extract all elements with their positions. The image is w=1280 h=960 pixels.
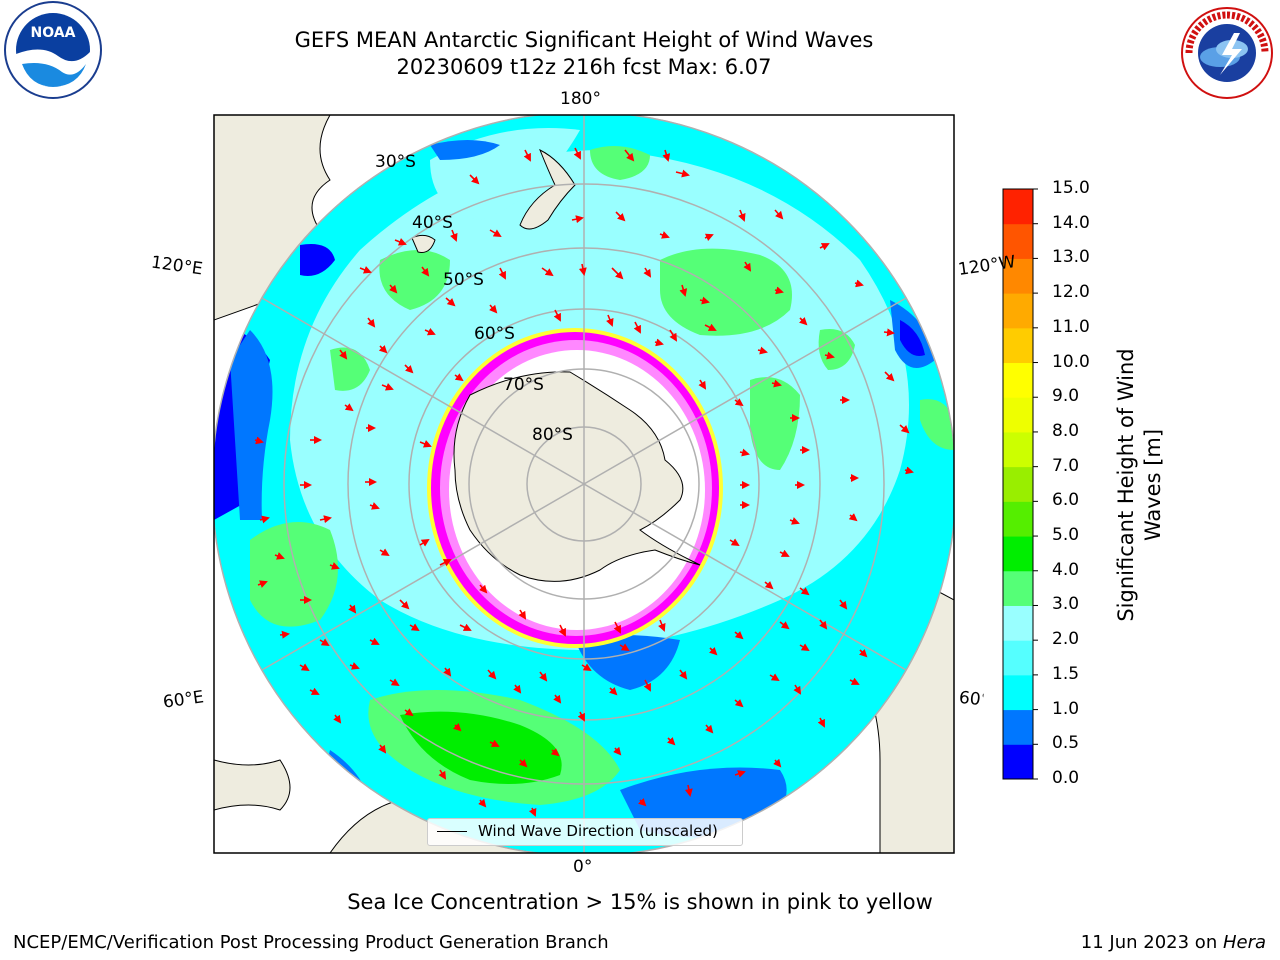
colorbar-tick-label: 6.0 <box>1052 490 1080 511</box>
colorbar-tick-label: 10.0 <box>1052 351 1090 372</box>
colorbar-tick-label: 14.0 <box>1052 212 1090 233</box>
footer-host: Hera <box>1222 932 1266 953</box>
colorbar-band <box>1003 709 1033 745</box>
colorbar-band <box>1003 293 1033 329</box>
colorbar-frame <box>1002 188 1034 780</box>
map-title: GEFS MEAN Antarctic Significant Height o… <box>294 28 874 52</box>
colorbar-band <box>1003 640 1033 676</box>
colorbar-band <box>1003 605 1033 641</box>
lat-label-60s: 60°S <box>474 324 515 344</box>
colorbar-band <box>1003 466 1033 502</box>
colorbar-band <box>1003 397 1033 433</box>
colorbar-tick-label: 11.0 <box>1052 316 1090 337</box>
new-zealand-outline <box>519 148 576 230</box>
colorbar-band <box>1003 223 1033 259</box>
lon-label-0: 0° <box>573 857 593 877</box>
noaa-logo: NOAA <box>4 1 102 99</box>
lat-label-80s: 80°S <box>532 425 573 445</box>
map-subtitle: 20230609 t12z 216h fcst Max: 6.07 <box>396 55 772 79</box>
colorbar-tick-label: 1.0 <box>1052 698 1080 719</box>
nws-logo <box>1181 7 1273 99</box>
colorbar-tick-label: 0.0 <box>1052 768 1080 788</box>
colorbar-band <box>1003 744 1033 780</box>
colorbar-tick-label: 15.0 <box>1052 178 1090 198</box>
colorbar-tick-label: 4.0 <box>1052 559 1080 580</box>
tasmania-outline <box>411 234 436 253</box>
footer-credit: NCEP/EMC/Verification Post Processing Pr… <box>13 932 609 953</box>
colorbar-band <box>1003 258 1033 294</box>
footer-date: 11 Jun 2023 on Hera <box>1081 932 1266 953</box>
colorbar-tick-label: 12.0 <box>1052 282 1090 303</box>
colorbar-band <box>1003 536 1033 572</box>
footer-date-text: 11 Jun 2023 on <box>1080 932 1223 953</box>
antarctica-landmass <box>453 371 701 582</box>
colorbar-tick-label: 3.0 <box>1052 594 1080 615</box>
lat-label-70s: 70°S <box>503 375 544 395</box>
colorbar-tick-label: 0.5 <box>1052 733 1080 754</box>
lon-label-60w: 60°W <box>958 687 984 711</box>
svg-text:NOAA: NOAA <box>31 25 76 41</box>
colorbar-tick-label: 1.5 <box>1052 663 1080 684</box>
graticule <box>214 115 954 853</box>
sea-ice-note: Sea Ice Concentration > 15% is shown in … <box>347 890 933 914</box>
map-frame <box>213 114 955 854</box>
lon-label-180: 180° <box>560 89 601 109</box>
map-legend: Wind Wave Direction (unscaled) <box>427 818 743 846</box>
legend-label: Wind Wave Direction (unscaled) <box>478 822 718 840</box>
colorbar-band <box>1003 674 1033 711</box>
colorbar-band <box>1003 189 1033 225</box>
colorbar-bands <box>1003 189 1033 780</box>
legend-line-sample <box>437 831 467 832</box>
colorbar-ticks <box>1033 188 1038 780</box>
colorbar-tick-label: 2.0 <box>1052 629 1080 650</box>
wind-wave-arrows <box>254 147 914 817</box>
colorbar-tick-label: 5.0 <box>1052 525 1080 546</box>
colorbar-tick-label: 13.0 <box>1052 247 1090 268</box>
colorbar-label-line1: Significant Height of Wind <box>1114 348 1138 622</box>
colorbar-band <box>1003 362 1033 398</box>
colorbar-tick-label: 9.0 <box>1052 386 1080 407</box>
colorbar-band <box>1003 570 1033 606</box>
colorbar-label-line2: Waves [m] <box>1141 428 1165 542</box>
lat-label-40s: 40°S <box>412 213 453 233</box>
colorbar-band <box>1003 327 1033 364</box>
lat-label-30s: 30°S <box>375 152 416 172</box>
colorbar-band <box>1003 501 1033 537</box>
colorbar-tick-label: 7.0 <box>1052 455 1080 476</box>
lat-label-50s: 50°S <box>443 270 484 290</box>
colorbar-label: Significant Height of Wind Waves [m] <box>1113 348 1167 621</box>
colorbar-tick-label: 8.0 <box>1052 420 1080 441</box>
colorbar-band <box>1003 431 1033 468</box>
